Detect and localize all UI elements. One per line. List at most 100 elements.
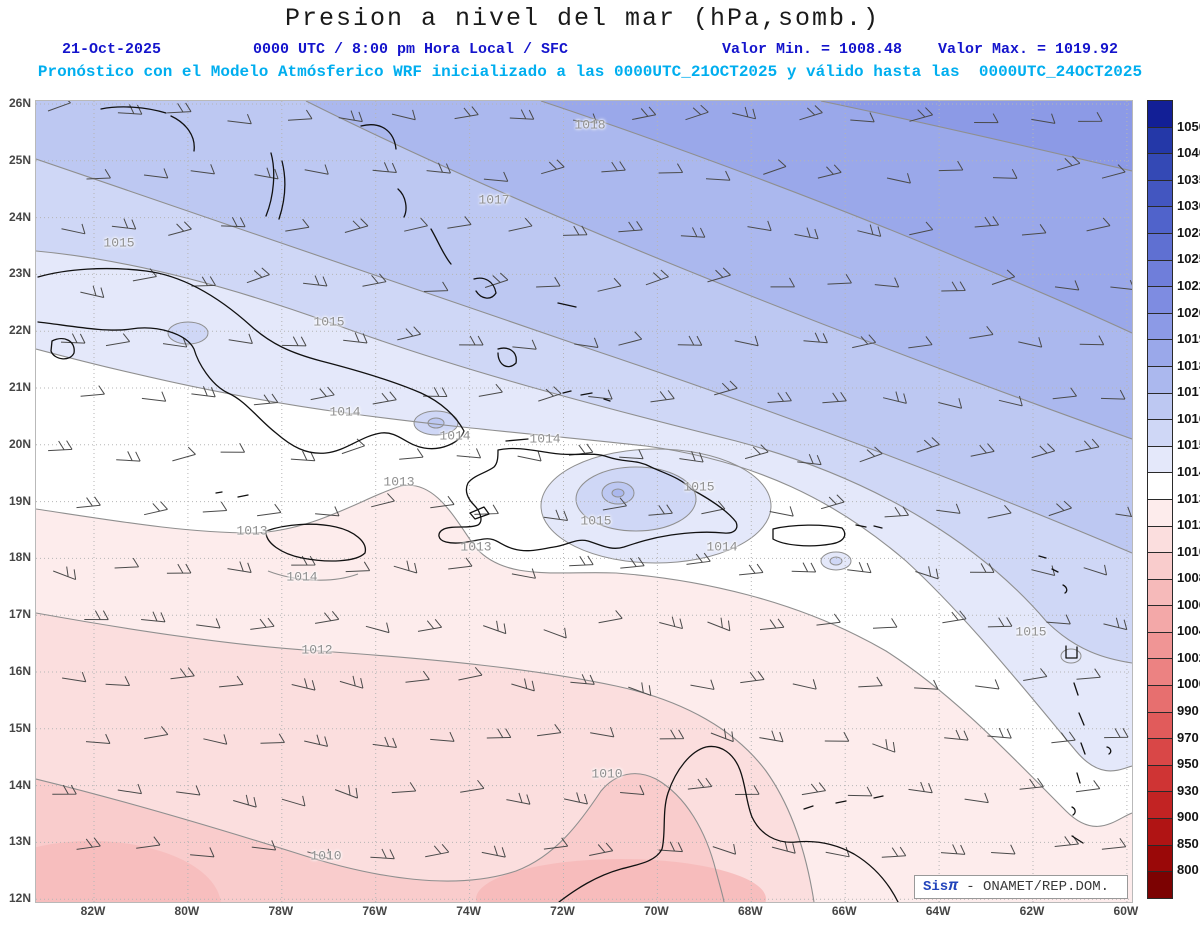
contour-value-label: 1014 (529, 431, 561, 447)
contour-value-label: 1015 (313, 314, 345, 330)
wind-barb-icon (48, 440, 73, 452)
wind-barb-icon (872, 739, 896, 753)
wind-barb-icon (1075, 438, 1100, 453)
colorbar-cell (1148, 631, 1172, 659)
hispaniola-high-dot (611, 488, 625, 498)
wind-barb-icon (220, 442, 246, 453)
lon-tick-label: 78W (268, 904, 294, 918)
wind-barb-icon (454, 106, 479, 120)
colorbar-cell (1148, 126, 1172, 154)
contour-1015 (35, 250, 1133, 664)
wind-barb-icon (690, 679, 715, 690)
wind-barb-icon (827, 273, 852, 285)
colorbar-cell (1148, 711, 1172, 739)
wind-barb-icon (425, 843, 450, 858)
wind-barb-icon (430, 495, 455, 509)
band-ge-1018 (541, 101, 1132, 333)
colorbar-tick-label: 1018 (1177, 357, 1200, 373)
colorbar-tick-label: 1010 (1177, 543, 1200, 559)
wind-barb-icon (84, 610, 109, 621)
wind-barb-icon (620, 557, 645, 569)
wind-barb-icon (857, 224, 882, 237)
contour-1019 (820, 100, 1133, 172)
contour-lines-group (35, 100, 1133, 903)
wind-barb-icon (448, 557, 473, 570)
wind-barb-icon (677, 335, 703, 346)
colorbar-cell (1148, 818, 1172, 845)
wind-barb-icon (1052, 387, 1077, 400)
band-ge-1019 (821, 101, 1132, 171)
wind-barb-icon (191, 276, 216, 287)
contour-value-label: 1015 (103, 235, 135, 251)
wind-barb-icon (136, 836, 161, 849)
wind-barb-icon (105, 333, 131, 347)
colorbar-cell (1148, 658, 1172, 686)
wind-barb-icon (143, 168, 169, 179)
wind-barb-icon (820, 494, 845, 510)
wind-barb-icon (991, 269, 1016, 285)
wind-barb-icon (874, 277, 900, 288)
wind-barb-icon (792, 679, 817, 690)
wind-barb-icon (307, 848, 331, 860)
watermark-sis: Sis (923, 879, 949, 895)
wind-barb-icon (536, 276, 561, 288)
wind-barb-icon (881, 846, 907, 858)
wind-barb-icon (886, 173, 911, 184)
wind-barb-icon (975, 679, 1000, 690)
contour-1017 (305, 100, 1133, 440)
wind-barb-icon (1023, 668, 1048, 681)
colorbar-tick-label: 850 (1177, 835, 1199, 851)
wind-barb-icon (1078, 112, 1103, 122)
wind-barb-icon (543, 627, 567, 639)
guadeloupe-high-blob (1060, 648, 1082, 664)
wind-barb-icon (474, 504, 499, 515)
wind-barb-icon (343, 332, 368, 344)
contour-value-label: 1012 (301, 642, 333, 658)
wind-barb-icon (86, 168, 111, 180)
wind-barb-icon (619, 449, 644, 460)
colorbar-cell (1148, 552, 1172, 579)
wind-barb-icon (936, 503, 961, 514)
wind-barb-icon (144, 726, 169, 740)
wind-barb-icon (397, 326, 421, 341)
wind-barb-icon (707, 617, 731, 632)
colorbar-cell (1148, 101, 1172, 127)
colorbar-cell (1148, 232, 1172, 260)
wind-barb-icon (588, 389, 613, 400)
colorbar-tick-label: 800 (1177, 862, 1199, 878)
colorbar-cell (1148, 844, 1172, 872)
wind-barb-icon (405, 670, 430, 683)
valid-time-label: 0000 UTC / 8:00 pm Hora Local / SFC (253, 41, 569, 58)
wind-barb-icon (769, 506, 794, 517)
wind-barb-icon (1079, 335, 1105, 346)
colorbar-cell (1148, 392, 1172, 420)
wind-barb-icon (938, 160, 964, 172)
wind-barb-icon (391, 109, 416, 121)
lat-tick-label: 23N (8, 266, 31, 281)
wind-barb-icon (701, 500, 726, 515)
wind-barb-icon (770, 277, 795, 288)
wind-barb-icon (404, 217, 428, 232)
wind-barb-icon (1104, 728, 1129, 739)
wind-barb-icon (1056, 155, 1081, 171)
wind-barb-icon (740, 670, 765, 684)
lat-tick-label: 12N (8, 891, 31, 906)
colorbar-tick-label: 1004 (1177, 623, 1200, 639)
wind-barb-icon (80, 385, 105, 397)
wind-barb-icon (658, 163, 684, 174)
colorbar-cell (1148, 445, 1172, 473)
wind-barb-icon (884, 506, 909, 518)
wind-barb-icon (60, 333, 86, 344)
contour-1012 (35, 612, 815, 903)
wind-barb-icon (483, 620, 507, 635)
wind-barb-icon (537, 724, 562, 737)
coastline-hispaniola (438, 447, 738, 552)
wind-barb-icon (345, 561, 371, 573)
wind-barb-icon (371, 493, 395, 508)
wind-barb-icon (679, 451, 704, 463)
contour-value-label: 1014 (706, 539, 738, 555)
wind-barb-icon (538, 386, 562, 402)
lon-tick-label: 76W (362, 904, 388, 918)
wind-barb-icon (1048, 500, 1072, 517)
wind-barb-icon (176, 785, 201, 796)
